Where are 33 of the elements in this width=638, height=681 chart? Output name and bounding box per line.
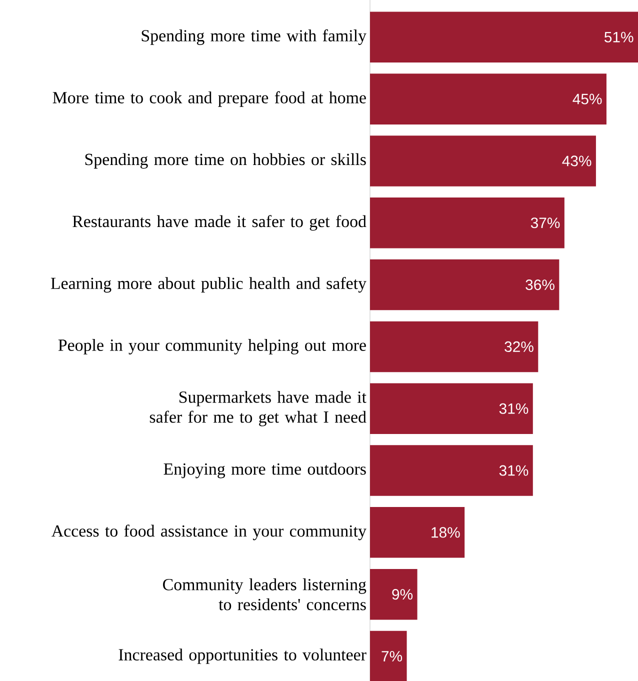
y-tick-label: Restaurants have made it safer to get food [72,215,366,231]
data-label: 18% [432,527,460,538]
y-tick-label: Community leaders listerning to residents' concerns [163,578,366,610]
y-tick-label: Learning more about public health and safety [50,277,366,293]
data-label: 31% [499,403,528,414]
data-label: 31% [499,465,528,476]
y-tick-label: People in your community helping out more [58,338,366,354]
bar [370,507,465,558]
data-label: 36% [526,279,554,290]
y-tick-label: Access to food assistance in your community [52,524,366,540]
data-label: 37% [530,218,560,228]
bar [370,568,418,620]
bar [370,321,538,372]
bar [370,74,606,124]
bar [370,630,407,681]
data-label: 43% [562,156,592,166]
y-tick-label: Increased opportunities to volunteer [118,648,366,664]
y-tick-label: Spending more time on hobbies or skills [85,153,366,169]
data-label: 45% [572,94,602,104]
data-label: 9% [392,589,413,600]
y-tick-label: More time to cook and prepare food at home [52,91,366,107]
bar [370,383,533,434]
y-tick-label: Spending more time with family [142,29,366,45]
bar [370,445,533,496]
bar [370,12,638,63]
bar [370,197,564,248]
y-tick-label: Supermarkets have made it safer for me to get what I need [150,390,366,426]
bar [370,259,560,310]
data-label: 51% [604,32,634,42]
data-label: 32% [504,341,534,352]
data-label: 7% [382,651,402,662]
y-tick-label: Enjoying more time outdoors [164,462,366,478]
bar [370,136,596,186]
